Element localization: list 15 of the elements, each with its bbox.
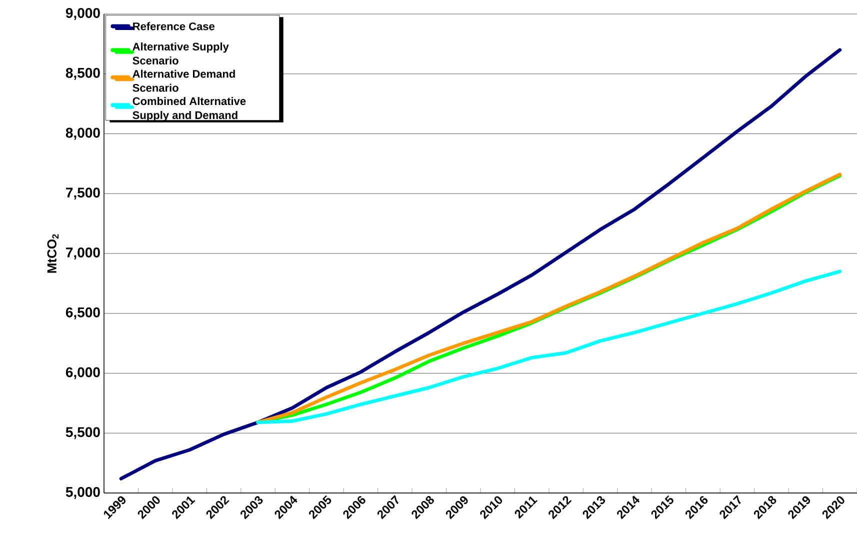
y-tick-label: 7,000	[66, 248, 100, 260]
y-tick-label: 5,500	[66, 427, 100, 440]
y-tick-label: 5,000	[66, 487, 100, 499]
y-tick-label: 8,000	[66, 128, 100, 140]
legend-label: Alternative Supply Scenario	[132, 42, 229, 65]
y-tick-label: 9,000	[66, 8, 100, 20]
legend-label: Reference Case	[133, 22, 215, 30]
y-tick-label: 6,500	[66, 307, 100, 320]
y-tick-label: 6,000	[66, 367, 100, 380]
y-axis-title: MtCO$_{2}$	[47, 234, 59, 273]
y-tick-label: 8,500	[66, 68, 100, 80]
y-tick-label: 7,500	[66, 188, 100, 200]
legend-label: Combined Alternative Supply and Demand	[132, 96, 246, 122]
line-series	[256, 270, 842, 424]
legend-label: Alternative Demand Scenario	[132, 70, 235, 92]
